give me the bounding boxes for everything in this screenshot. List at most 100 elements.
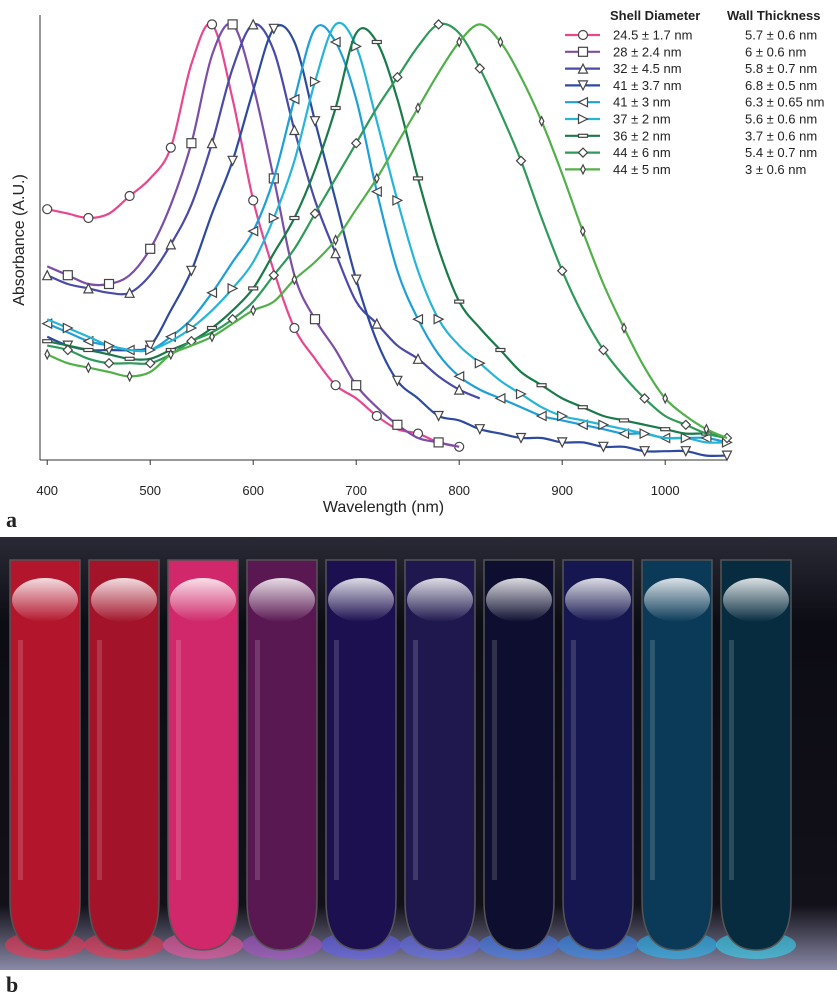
legend-wall-thickness: 3.7 ± 0.6 nm — [745, 128, 817, 143]
marker — [639, 393, 650, 404]
tube — [483, 559, 555, 951]
marker — [579, 225, 586, 238]
marker — [373, 172, 380, 185]
tube-highlight — [492, 640, 497, 880]
marker — [577, 29, 589, 41]
marker — [497, 36, 504, 48]
marker — [309, 76, 321, 88]
marker — [680, 446, 692, 458]
legend-label: 36 ± 2 nm — [613, 128, 671, 143]
marker — [206, 19, 218, 30]
marker — [206, 137, 218, 149]
x-tick-label: 900 — [551, 483, 573, 498]
marker — [703, 423, 710, 436]
marker — [660, 427, 671, 432]
photo — [0, 537, 837, 970]
marker — [515, 155, 527, 167]
legend-label: 41 ± 3 nm — [613, 95, 671, 110]
tube — [325, 559, 397, 951]
tube — [88, 559, 160, 951]
legend-label: 28 ± 2.4 nm — [613, 44, 682, 59]
marker — [474, 63, 486, 74]
marker — [332, 234, 339, 246]
marker — [576, 419, 588, 431]
marker — [103, 278, 115, 290]
marker — [62, 344, 74, 356]
test-tubes — [5, 559, 796, 959]
marker — [248, 286, 259, 291]
marker — [144, 357, 156, 369]
marker — [124, 356, 135, 361]
chart: 400 500 600 700 800 900 1000 Wavelength (nm) Abs… — [11, 8, 824, 516]
marker — [350, 274, 362, 286]
legend-wall-thickness: 5.4 ± 0.7 nm — [745, 145, 817, 160]
tube-highlight — [255, 640, 260, 880]
marker — [557, 410, 569, 422]
marker — [371, 39, 382, 45]
tube — [404, 559, 476, 951]
marker — [456, 36, 463, 48]
legend-header: Wall Thickness — [727, 8, 820, 23]
marker — [371, 317, 383, 329]
legend-wall-thickness: 3 ± 0.6 nm — [745, 162, 806, 177]
x-tick-label: 800 — [448, 483, 470, 498]
marker — [618, 428, 630, 440]
tube-meniscus — [91, 578, 157, 622]
marker — [433, 19, 444, 30]
marker — [351, 380, 362, 391]
legend-header: Shell Diameter — [610, 8, 700, 23]
marker — [371, 410, 382, 422]
marker — [453, 370, 465, 382]
tube-meniscus — [565, 578, 631, 622]
tube — [246, 559, 318, 951]
marker — [433, 313, 445, 325]
tube-highlight — [571, 640, 576, 880]
marker — [330, 247, 342, 259]
marker — [454, 299, 465, 304]
marker — [44, 348, 51, 361]
marker — [268, 23, 280, 35]
marker — [83, 212, 94, 224]
marker — [289, 322, 300, 334]
marker — [167, 348, 174, 361]
legend-label: 44 ± 5 nm — [613, 162, 671, 177]
tube-meniscus — [723, 578, 789, 622]
marker — [370, 186, 382, 198]
marker — [577, 96, 589, 108]
panel-label: b — [6, 972, 18, 997]
marker — [412, 352, 424, 364]
marker — [330, 105, 341, 111]
marker — [577, 113, 589, 125]
marker — [82, 282, 94, 294]
legend-wall-thickness: 6 ± 0.6 nm — [745, 44, 806, 59]
marker — [391, 375, 403, 387]
marker — [433, 437, 444, 448]
tube-highlight — [176, 640, 181, 880]
marker — [85, 361, 92, 374]
marker — [62, 322, 74, 334]
marker — [165, 238, 177, 250]
marker — [309, 314, 321, 325]
marker — [42, 339, 53, 344]
legend-label: 24.5 ± 1.7 nm — [613, 28, 692, 43]
tube-meniscus — [328, 578, 394, 622]
marker — [185, 265, 197, 277]
marker — [309, 116, 321, 128]
tube-meniscus — [170, 578, 236, 622]
marker — [206, 287, 218, 299]
x-axis-label: Wavelength (nm) — [323, 499, 444, 516]
legend-wall-thickness: 5.6 ± 0.6 nm — [745, 112, 817, 127]
marker — [453, 383, 465, 395]
legend-wall-thickness: 5.7 ± 0.6 nm — [745, 28, 817, 43]
marker — [680, 432, 692, 444]
series-line — [46, 27, 728, 440]
x-tick-label: 700 — [345, 483, 367, 498]
marker — [618, 418, 630, 423]
marker — [621, 322, 627, 334]
marker — [124, 190, 135, 202]
tube-highlight — [334, 640, 339, 880]
marker — [392, 419, 403, 430]
marker — [103, 357, 115, 369]
series-line — [46, 22, 460, 448]
marker — [495, 347, 506, 353]
